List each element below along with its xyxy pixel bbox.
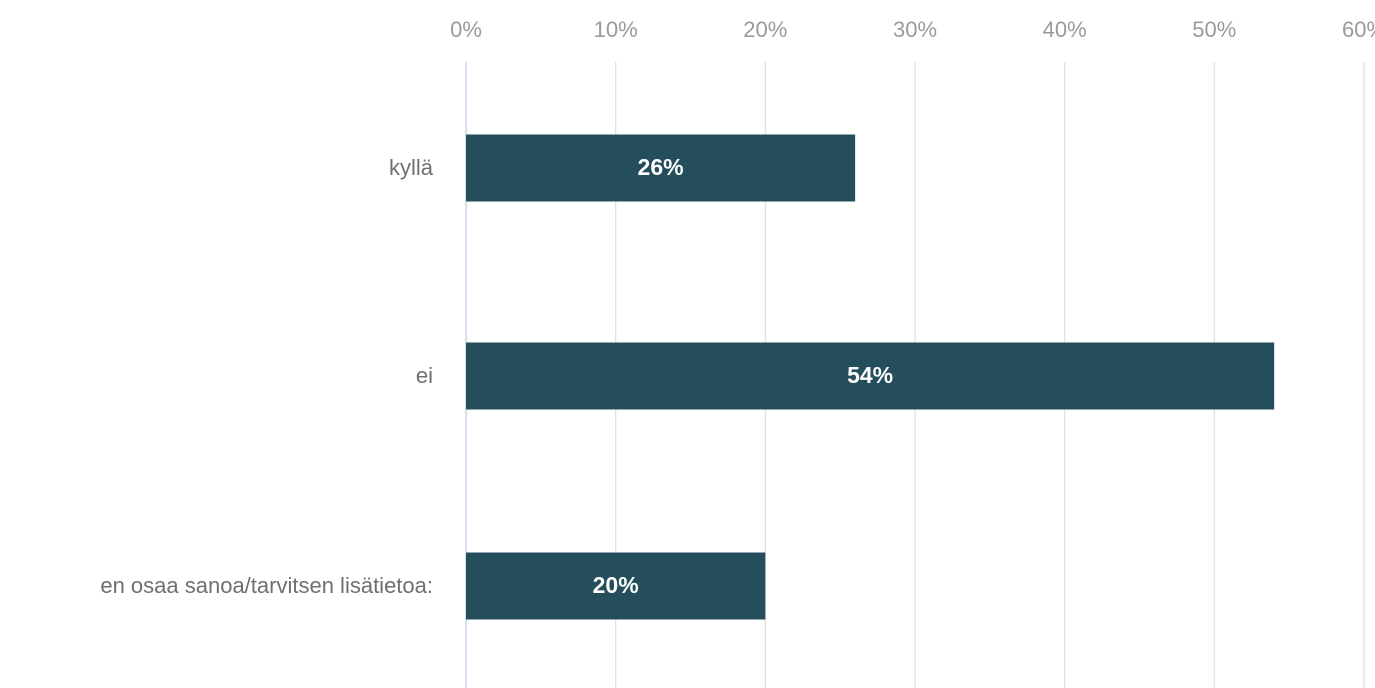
x-tick-label: 20% bbox=[743, 17, 787, 42]
x-tick-label: 0% bbox=[450, 17, 482, 42]
x-tick-label: 50% bbox=[1192, 17, 1236, 42]
bar bbox=[466, 342, 1275, 410]
bar-data-label: 20% bbox=[593, 572, 639, 598]
x-tick-label: 30% bbox=[893, 17, 937, 42]
bars: 26% 54% 20% bbox=[466, 134, 1275, 620]
category-labels: kyllä ei en osaa sanoa/tarvitsen lisätieto… bbox=[100, 155, 433, 598]
x-tick-label: 60% bbox=[1342, 17, 1375, 42]
category-label: kyllä bbox=[389, 155, 434, 180]
bar bbox=[466, 552, 766, 620]
bar bbox=[466, 134, 856, 202]
x-axis: 0% 10% 20% 30% 40% 50% 60% bbox=[450, 17, 1375, 688]
category-label: ei bbox=[416, 363, 433, 388]
bar-data-label: 26% bbox=[638, 154, 684, 180]
category-label: en osaa sanoa/tarvitsen lisätietoa: bbox=[100, 573, 433, 598]
x-tick-label: 10% bbox=[594, 17, 638, 42]
bar-data-label: 54% bbox=[847, 362, 893, 388]
x-tick-label: 40% bbox=[1043, 17, 1087, 42]
